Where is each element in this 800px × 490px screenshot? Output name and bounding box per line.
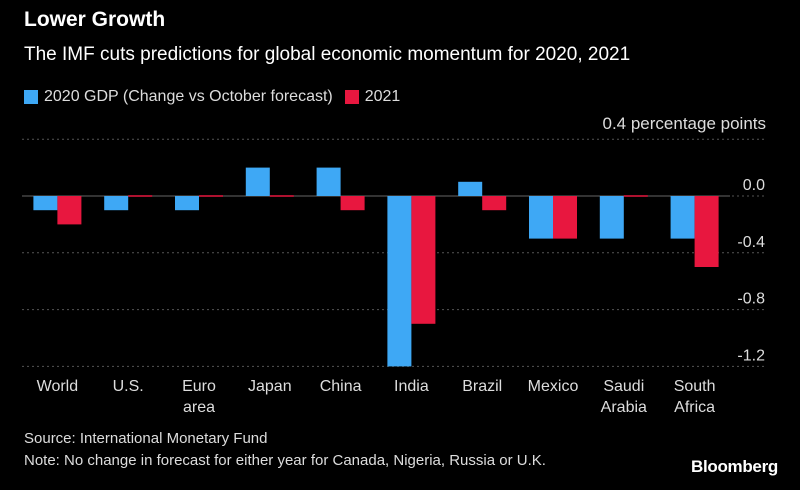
x-tick-label: Euro area xyxy=(182,378,216,416)
bloomberg-logo: Bloomberg xyxy=(690,457,778,476)
bar-2020 xyxy=(529,196,553,239)
chart-subtitle: The IMF cuts predictions for global econ… xyxy=(24,44,631,65)
y-tick-label: -0.4 xyxy=(737,234,765,251)
bar-2021 xyxy=(694,196,719,267)
y-tick-label: -0.8 xyxy=(737,291,765,308)
legend-label-2020: 2020 GDP (Change vs October forecast) xyxy=(44,88,333,105)
bar-2021 xyxy=(57,196,82,225)
bar-2021 xyxy=(340,196,365,211)
legend-item-2020: 2020 GDP (Change vs October forecast) xyxy=(24,88,333,106)
x-tick-label: U.S. xyxy=(113,378,144,395)
x-tick-label: Mexico xyxy=(528,378,579,395)
legend-label-2021: 2021 xyxy=(364,88,401,105)
chart-title: Lower Growth xyxy=(24,8,166,31)
y-tick-label: 0.0 xyxy=(743,177,765,194)
bar-2021 xyxy=(553,196,577,239)
x-tick-label: World xyxy=(37,378,79,395)
bar-2020 xyxy=(458,181,483,196)
bar-2021 xyxy=(411,196,436,324)
y-tick-label: -1.2 xyxy=(737,347,765,364)
bar-2020 xyxy=(387,196,412,367)
bar-2021 xyxy=(482,196,507,211)
x-tick-label: India xyxy=(394,378,429,395)
bar-2021 xyxy=(128,195,153,197)
x-tick-label: Brazil xyxy=(462,378,502,395)
x-tick-label: South Africa xyxy=(674,378,716,416)
bar-2020 xyxy=(104,196,129,211)
legend-swatch-2021 xyxy=(344,90,359,104)
bar-2021 xyxy=(623,195,648,197)
bar-2020 xyxy=(175,196,199,211)
x-tick-label: Saudi Arabia xyxy=(601,378,647,416)
x-tick-label: China xyxy=(320,378,362,395)
legend-swatch-2020 xyxy=(24,90,38,104)
source-note: Source: International Monetary Fund xyxy=(24,430,268,447)
y-axis-unit-label: 0.4 percentage points xyxy=(602,114,766,133)
bar-2020 xyxy=(599,196,624,239)
bar-2020 xyxy=(33,196,58,211)
bar-2020 xyxy=(245,167,270,196)
bar-2021 xyxy=(269,195,294,197)
footnote: Note: No change in forecast for either y… xyxy=(24,452,546,469)
bar-2020 xyxy=(316,167,341,196)
bar-2020 xyxy=(670,196,695,239)
legend: 2020 GDP (Change vs October forecast) 20… xyxy=(24,88,412,106)
x-tick-label: Japan xyxy=(248,378,292,395)
legend-item-2021: 2021 xyxy=(344,88,401,106)
bar-2021 xyxy=(199,195,223,197)
